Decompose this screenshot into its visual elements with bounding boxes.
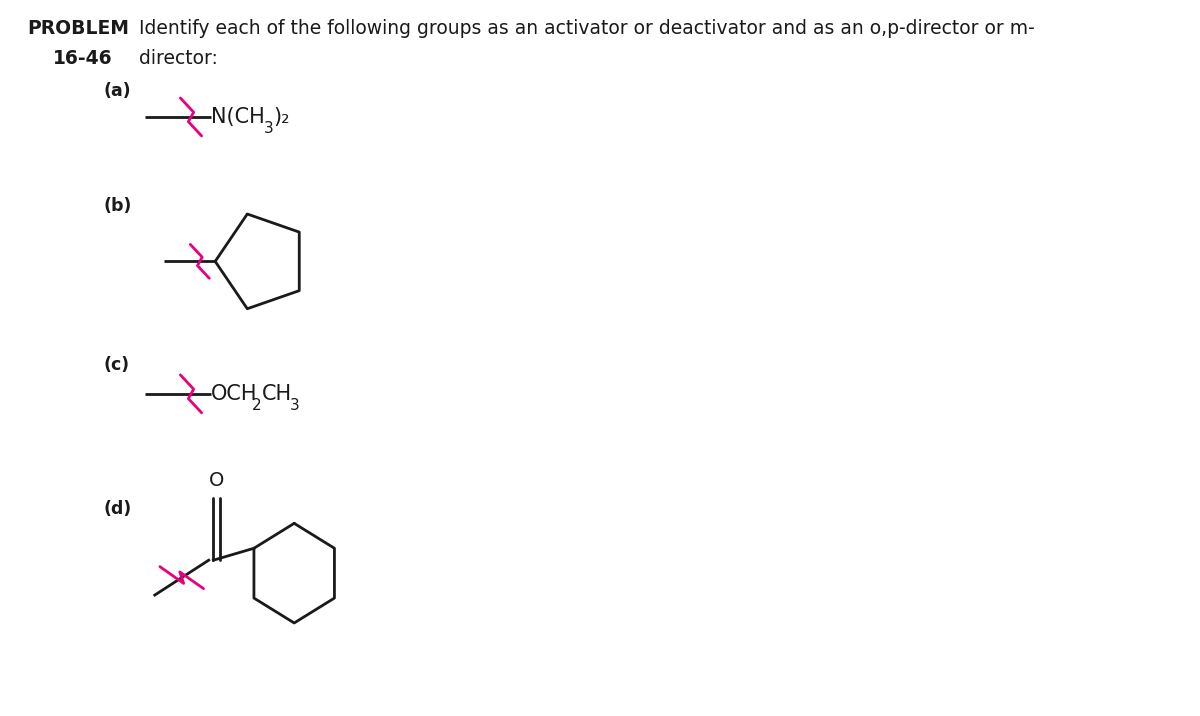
Text: Identify each of the following groups as an activator or deactivator and as an o: Identify each of the following groups as… [133, 19, 1036, 39]
Text: 3: 3 [264, 122, 274, 136]
Text: PROBLEM: PROBLEM [28, 19, 130, 39]
Text: (d): (d) [103, 500, 132, 518]
Text: O: O [209, 471, 224, 490]
Text: (a): (a) [103, 82, 131, 100]
Text: 16-46: 16-46 [53, 49, 112, 68]
Text: )₂: )₂ [274, 107, 290, 127]
Text: 2: 2 [252, 398, 262, 413]
Text: CH: CH [262, 384, 292, 404]
Text: N(CH: N(CH [210, 107, 264, 127]
Text: (b): (b) [103, 197, 132, 215]
Text: (c): (c) [103, 356, 130, 374]
Text: 3: 3 [289, 398, 299, 413]
Text: OCH: OCH [210, 384, 257, 404]
Text: director:: director: [133, 49, 218, 68]
